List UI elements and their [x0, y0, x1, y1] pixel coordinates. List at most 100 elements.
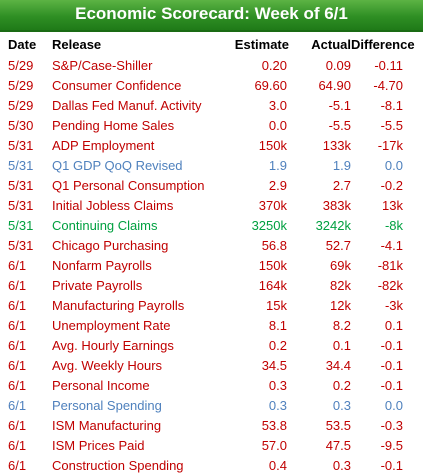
estimate-cell: 3250k — [251, 218, 287, 233]
table-row: 6/1 Manufacturing Payrolls 15k 12k -3k — [0, 296, 423, 316]
difference-cell: -81k — [377, 258, 403, 273]
actual-cell: 2.7 — [332, 178, 351, 193]
release-cell: Unemployment Rate — [52, 318, 171, 333]
estimate-cell: 0.3 — [268, 378, 287, 393]
actual-cell: -5.5 — [328, 118, 351, 133]
date-cell: 6/1 — [8, 398, 27, 413]
release-cell: Consumer Confidence — [52, 78, 182, 93]
difference-cell: 0.0 — [384, 158, 403, 173]
table-row: 6/1 Unemployment Rate 8.1 8.2 0.1 — [0, 316, 423, 336]
estimate-cell: 0.20 — [261, 58, 287, 73]
estimate-cell: 8.1 — [268, 318, 287, 333]
release-cell: Q1 Personal Consumption — [52, 178, 205, 193]
difference-cell: -8.1 — [380, 98, 403, 113]
difference-cell: -0.11 — [374, 58, 403, 73]
table-row: 5/29 Dallas Fed Manuf. Activity 3.0 -5.1 -8.… — [0, 96, 423, 116]
difference-cell: -8k — [384, 218, 403, 233]
difference-cell: 0.0 — [384, 398, 403, 413]
date-cell: 5/31 — [8, 198, 34, 213]
actual-cell: -5.1 — [328, 98, 351, 113]
actual-cell: 69k — [330, 258, 351, 273]
release-cell: Manufacturing Payrolls — [52, 298, 185, 313]
header-date: Date — [8, 37, 37, 52]
release-cell: Continuing Claims — [52, 218, 158, 233]
actual-cell: 64.90 — [318, 78, 351, 93]
difference-cell: -0.1 — [380, 338, 403, 353]
date-cell: 5/31 — [8, 138, 34, 153]
table-row: 5/31 ADP Employment 150k 133k -17k — [0, 136, 423, 156]
difference-cell: -17k — [377, 138, 403, 153]
header-actual: Actual — [311, 37, 351, 52]
estimate-cell: 0.2 — [268, 338, 287, 353]
table-row: 5/29 Consumer Confidence 69.60 64.90 -4.70 — [0, 76, 423, 96]
estimate-cell: 57.0 — [261, 438, 287, 453]
release-cell: Avg. Hourly Earnings — [52, 338, 174, 353]
date-cell: 6/1 — [8, 318, 27, 333]
estimate-cell: 0.4 — [268, 458, 287, 473]
actual-cell: 0.2 — [332, 378, 351, 393]
date-cell: 5/29 — [8, 98, 34, 113]
difference-cell: -0.2 — [380, 178, 403, 193]
date-cell: 5/29 — [8, 78, 34, 93]
table-row: 6/1 Avg. Hourly Earnings 0.2 0.1 -0.1 — [0, 336, 423, 356]
release-cell: ISM Prices Paid — [52, 438, 145, 453]
date-cell: 6/1 — [8, 258, 27, 273]
date-cell: 6/1 — [8, 458, 27, 473]
header-release: Release — [52, 37, 102, 52]
date-cell: 5/31 — [8, 218, 34, 233]
date-cell: 6/1 — [8, 298, 27, 313]
difference-cell: -0.1 — [380, 358, 403, 373]
date-cell: 5/30 — [8, 118, 34, 133]
difference-cell: -4.70 — [373, 78, 403, 93]
actual-cell: 0.3 — [332, 398, 351, 413]
actual-cell: 133k — [322, 138, 351, 153]
release-cell: Q1 GDP QoQ Revised — [52, 158, 183, 173]
estimate-cell: 2.9 — [268, 178, 287, 193]
difference-cell: -82k — [377, 278, 403, 293]
actual-cell: 383k — [322, 198, 351, 213]
date-cell: 6/1 — [8, 338, 27, 353]
estimate-cell: 150k — [258, 258, 287, 273]
release-cell: Nonfarm Payrolls — [52, 258, 152, 273]
table-row: 5/31 Q1 Personal Consumption 2.9 2.7 -0.2 — [0, 176, 423, 196]
difference-cell: -5.5 — [380, 118, 403, 133]
actual-cell: 34.4 — [325, 358, 351, 373]
date-cell: 6/1 — [8, 378, 27, 393]
table-header: Date Release Estimate Actual Difference — [0, 32, 423, 54]
actual-cell: 0.3 — [332, 458, 351, 473]
table-row: 6/1 Private Payrolls 164k 82k -82k — [0, 276, 423, 296]
release-cell: Construction Spending — [52, 458, 184, 473]
estimate-cell: 69.60 — [254, 78, 287, 93]
estimate-cell: 1.9 — [268, 158, 287, 173]
actual-cell: 47.5 — [325, 438, 351, 453]
scorecard-title: Economic Scorecard: Week of 6/1 — [0, 0, 423, 32]
release-cell: Personal Income — [52, 378, 150, 393]
date-cell: 6/1 — [8, 278, 27, 293]
estimate-cell: 3.0 — [268, 98, 287, 113]
table-row: 5/31 Q1 GDP QoQ Revised 1.9 1.9 0.0 — [0, 156, 423, 176]
date-cell: 6/1 — [8, 418, 27, 433]
date-cell: 5/31 — [8, 238, 34, 253]
release-cell: Personal Spending — [52, 398, 162, 413]
header-estimate: Estimate — [234, 37, 289, 52]
date-cell: 6/1 — [8, 358, 27, 373]
date-cell: 6/1 — [8, 438, 27, 453]
table-row: 5/31 Continuing Claims 3250k 3242k -8k — [0, 216, 423, 236]
table-row: 5/30 Pending Home Sales 0.0 -5.5 -5.5 — [0, 116, 423, 136]
estimate-cell: 15k — [266, 298, 287, 313]
table-row: 6/1 Avg. Weekly Hours 34.5 34.4 -0.1 — [0, 356, 423, 376]
release-cell: Chicago Purchasing — [52, 238, 169, 253]
header-difference: Difference — [351, 37, 415, 52]
estimate-cell: 150k — [258, 138, 287, 153]
date-cell: 5/31 — [8, 178, 34, 193]
estimate-cell: 34.5 — [261, 358, 287, 373]
difference-cell: -4.1 — [380, 238, 403, 253]
actual-cell: 8.2 — [332, 318, 351, 333]
estimate-cell: 0.3 — [268, 398, 287, 413]
date-cell: 5/29 — [8, 58, 34, 73]
difference-cell: 13k — [382, 198, 403, 213]
date-cell: 5/31 — [8, 158, 34, 173]
actual-cell: 3242k — [315, 218, 351, 233]
table-row: 6/1 Personal Income 0.3 0.2 -0.1 — [0, 376, 423, 396]
actual-cell: 52.7 — [325, 238, 351, 253]
